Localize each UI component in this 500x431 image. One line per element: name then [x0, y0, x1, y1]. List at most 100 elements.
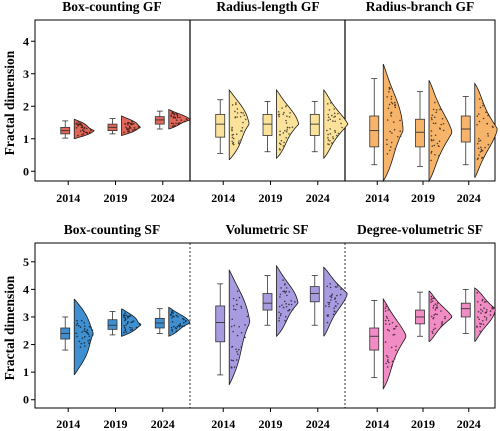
data-point	[283, 111, 285, 114]
data-point	[294, 301, 296, 303]
data-point	[126, 322, 129, 325]
data-point	[436, 313, 438, 316]
data-point	[391, 102, 394, 105]
data-point	[432, 122, 435, 125]
data-point	[282, 132, 285, 134]
data-point	[434, 313, 437, 315]
data-point	[476, 292, 479, 294]
data-point	[75, 126, 78, 129]
data-point	[399, 130, 402, 132]
data-point	[240, 130, 242, 132]
data-point	[430, 152, 433, 154]
data-point	[132, 129, 134, 131]
data-point	[88, 325, 91, 328]
data-point	[176, 325, 179, 328]
raincloud-2019: 2019	[411, 290, 453, 431]
data-point	[389, 149, 391, 152]
y-axis-label: Fractal dimension	[2, 50, 17, 155]
data-point	[170, 313, 172, 316]
x-tick-label: 2014	[56, 417, 80, 431]
data-point	[76, 335, 78, 338]
data-point	[442, 122, 445, 125]
data-point	[124, 329, 127, 332]
data-point	[435, 307, 437, 309]
raincloud-2024: 2024	[151, 306, 191, 431]
data-point	[487, 132, 489, 135]
data-point	[479, 304, 482, 306]
data-point	[334, 129, 336, 132]
data-point	[173, 113, 176, 116]
data-point	[231, 134, 234, 136]
data-point	[244, 336, 246, 339]
data-point	[124, 312, 126, 315]
data-point	[327, 119, 330, 122]
data-point	[395, 349, 397, 351]
x-tick-label: 2019	[411, 191, 435, 205]
data-point	[390, 101, 393, 104]
data-point	[80, 123, 83, 126]
data-point	[246, 315, 249, 318]
data-point	[233, 366, 236, 368]
data-point	[395, 325, 397, 328]
data-point	[285, 287, 288, 289]
data-point	[86, 332, 89, 334]
panel-title: Degree-volumetric SF	[357, 222, 483, 237]
data-point	[240, 305, 242, 308]
data-point	[393, 128, 396, 131]
data-point	[479, 322, 481, 325]
data-point	[478, 154, 480, 156]
data-point	[333, 307, 335, 309]
data-point	[484, 146, 486, 149]
data-point	[332, 136, 334, 138]
data-point	[430, 117, 433, 119]
data-point	[130, 127, 132, 129]
data-point	[430, 150, 433, 153]
data-point	[399, 135, 402, 138]
data-point	[231, 142, 234, 145]
data-point	[234, 116, 237, 119]
data-point	[396, 135, 399, 138]
data-point	[394, 148, 397, 150]
data-point	[277, 113, 280, 116]
data-point	[436, 302, 439, 304]
data-point	[478, 140, 480, 142]
data-point	[385, 315, 388, 318]
data-point	[434, 303, 437, 305]
y-tick-label: 3	[23, 310, 29, 324]
data-point	[283, 300, 286, 303]
data-point	[232, 143, 235, 146]
data-point	[434, 309, 437, 311]
data-point	[282, 279, 284, 281]
data-point	[83, 328, 86, 330]
x-tick-label: 2024	[151, 417, 175, 431]
raincloud-2019: 2019	[259, 88, 300, 205]
data-point	[387, 356, 389, 358]
data-point	[86, 329, 89, 331]
data-point	[334, 286, 337, 288]
data-point	[483, 307, 485, 310]
data-point	[171, 312, 173, 315]
data-point	[242, 121, 244, 124]
data-point	[81, 331, 83, 333]
data-point	[129, 122, 132, 125]
data-point	[82, 130, 85, 132]
data-point	[80, 342, 83, 345]
data-point	[393, 357, 396, 360]
data-point	[388, 329, 391, 332]
data-point	[80, 319, 83, 322]
data-point	[244, 324, 246, 326]
data-point	[391, 360, 394, 363]
data-point	[386, 139, 388, 141]
data-point	[124, 317, 127, 320]
data-point	[385, 362, 387, 365]
data-point	[176, 115, 179, 117]
data-point	[281, 107, 283, 109]
data-point	[231, 318, 234, 321]
data-point	[88, 339, 91, 341]
data-point	[81, 337, 84, 339]
data-point	[393, 101, 396, 104]
raincloud-2019: 2019	[411, 80, 453, 205]
data-point	[288, 116, 291, 118]
data-point	[80, 124, 83, 127]
data-point	[335, 300, 337, 303]
